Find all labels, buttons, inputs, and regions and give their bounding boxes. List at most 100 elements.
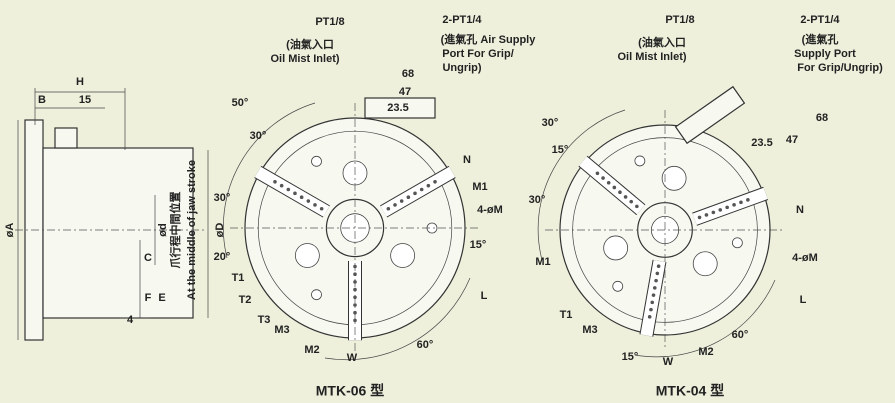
- bolt-hole: [312, 290, 322, 300]
- dot: [433, 180, 437, 184]
- dimension-label: 15: [79, 94, 91, 106]
- dot: [393, 203, 397, 207]
- callout-label: 15°: [552, 144, 569, 156]
- callout-label: T1: [560, 309, 573, 321]
- callout-label: 30°: [214, 192, 231, 204]
- drawing: HB15øAødøDCFE4爪行程中間位置At the middle of ja…: [0, 0, 895, 403]
- dot: [427, 184, 431, 188]
- callout-label: (油氣入口: [286, 37, 334, 51]
- dimension-label: F: [145, 292, 152, 304]
- dimension-label: H: [76, 76, 84, 88]
- bolt-hole: [732, 238, 742, 248]
- bolt-hole: [295, 244, 319, 268]
- dot: [739, 201, 743, 205]
- model-name: MTK-06 型: [316, 383, 384, 399]
- dot: [407, 195, 411, 199]
- callout-label: M3: [582, 324, 597, 336]
- callout-label: 4-øM: [477, 204, 503, 216]
- dot: [654, 279, 658, 283]
- callout-label: (進氣孔 Air Supply: [441, 32, 537, 46]
- dot: [596, 172, 600, 176]
- bolt-hole: [613, 281, 623, 291]
- callout-label: 60°: [417, 339, 434, 351]
- dimension-label: ød: [157, 223, 169, 236]
- bolt-hole: [635, 156, 645, 166]
- callout-label: 50°: [232, 97, 249, 109]
- callout-label: Port For Grip/: [442, 48, 514, 60]
- callout-label: 15°: [622, 351, 639, 363]
- dot: [650, 301, 654, 305]
- callout-label: 15°: [470, 239, 487, 251]
- bolt-hole: [604, 236, 628, 260]
- dimension-label: C: [144, 252, 152, 264]
- dot: [413, 192, 417, 196]
- dot: [613, 186, 617, 190]
- dimension-label: E: [158, 292, 165, 304]
- callout-label: 20°: [214, 251, 231, 263]
- callout-label: PT1/8: [315, 16, 344, 28]
- bolt-hole: [662, 166, 686, 190]
- dot: [618, 190, 622, 194]
- dot: [656, 272, 660, 276]
- callout-label: Supply Port: [794, 48, 856, 60]
- dot: [313, 203, 317, 207]
- dot: [635, 205, 639, 209]
- dot: [293, 192, 297, 196]
- callout-label: 68: [816, 112, 828, 124]
- dot: [718, 208, 722, 212]
- callout-label: T3: [258, 314, 271, 326]
- callout-label: 23.5: [751, 137, 772, 149]
- callout-label: 4-øM: [792, 252, 818, 264]
- callout-label: 30°: [542, 117, 559, 129]
- callout-label: For Grip/Ungrip): [797, 62, 883, 74]
- callout-label: N: [796, 204, 804, 216]
- callout-label: (進氣孔: [802, 32, 839, 46]
- callout-label: M3: [274, 324, 289, 336]
- dot: [705, 213, 709, 217]
- callout-label: PT1/8: [665, 14, 694, 26]
- bolt-hole: [312, 156, 322, 166]
- callout-label: Oil Mist Inlet): [270, 53, 339, 65]
- dot: [624, 195, 628, 199]
- dot: [320, 207, 324, 211]
- callout-label: Ungrip): [442, 62, 481, 74]
- bolt-hole: [693, 252, 717, 276]
- callout-label: 2-PT1/4: [442, 14, 482, 26]
- model-name: MTK-04 型: [656, 383, 724, 399]
- callout-label: 30°: [250, 130, 267, 142]
- dot: [649, 308, 653, 312]
- callout-label: Oil Mist Inlet): [617, 51, 686, 63]
- callout-label: T1: [232, 272, 245, 284]
- callout-label: 47: [786, 134, 798, 146]
- dot: [725, 206, 729, 210]
- dimension-label: 爪行程中間位置: [168, 192, 182, 269]
- callout-label: (油氣入口: [638, 35, 686, 49]
- dot: [698, 216, 702, 220]
- callout-label: W: [347, 352, 358, 364]
- dot: [732, 203, 736, 207]
- dot: [287, 188, 291, 192]
- dot: [657, 264, 661, 268]
- callout-label: 68: [402, 68, 414, 80]
- dot: [746, 198, 750, 202]
- dot: [653, 286, 657, 290]
- dimension-label: øD: [214, 223, 226, 238]
- dot: [300, 195, 304, 199]
- bolt-hole: [391, 244, 415, 268]
- jaw: [55, 128, 77, 148]
- callout-label: 47: [399, 86, 411, 98]
- dot: [273, 180, 277, 184]
- callout-label: T2: [239, 294, 252, 306]
- dimension-label: At the middle of jaw stroke: [186, 160, 198, 300]
- callout-label: 23.5: [387, 102, 408, 114]
- callout-label: 60°: [732, 329, 749, 341]
- dimension-label: 4: [127, 314, 134, 326]
- dot: [353, 319, 357, 323]
- callout-label: L: [800, 294, 807, 306]
- dot: [648, 315, 652, 319]
- dot: [307, 199, 311, 203]
- dimension-label: øA: [4, 223, 16, 238]
- dot: [607, 181, 611, 185]
- callout-label: M1: [472, 181, 487, 193]
- callout-label: 2-PT1/4: [800, 14, 840, 26]
